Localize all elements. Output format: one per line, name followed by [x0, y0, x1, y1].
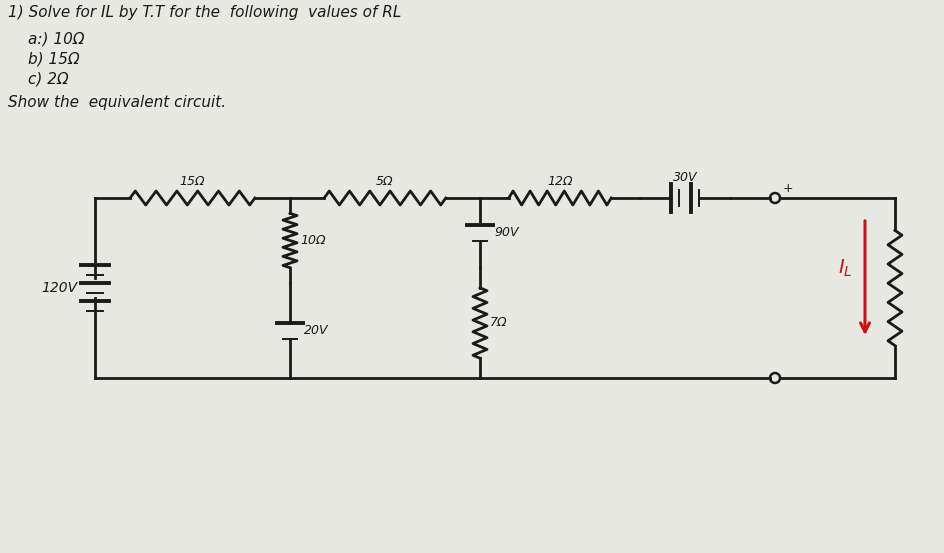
Text: +: + — [783, 182, 793, 195]
Text: c) 2Ω: c) 2Ω — [28, 71, 69, 86]
Text: b) 15Ω: b) 15Ω — [28, 51, 79, 66]
Text: 15Ω: 15Ω — [179, 175, 205, 188]
Text: Show the  equivalent circuit.: Show the equivalent circuit. — [8, 95, 226, 110]
Text: 10Ω: 10Ω — [299, 234, 325, 247]
Text: $I_L$: $I_L$ — [837, 257, 852, 279]
Text: 20V: 20V — [304, 324, 329, 337]
Text: 12Ω: 12Ω — [547, 175, 572, 188]
Text: 30V: 30V — [672, 171, 697, 184]
Text: 90V: 90V — [494, 227, 518, 239]
Text: 5Ω: 5Ω — [376, 175, 394, 188]
Text: a:) 10Ω: a:) 10Ω — [28, 31, 84, 46]
Text: 7Ω: 7Ω — [490, 316, 507, 330]
Text: 1) Solve for IL by T.T for the  following  values of RL: 1) Solve for IL by T.T for the following… — [8, 5, 401, 20]
Text: 120V: 120V — [41, 281, 76, 295]
